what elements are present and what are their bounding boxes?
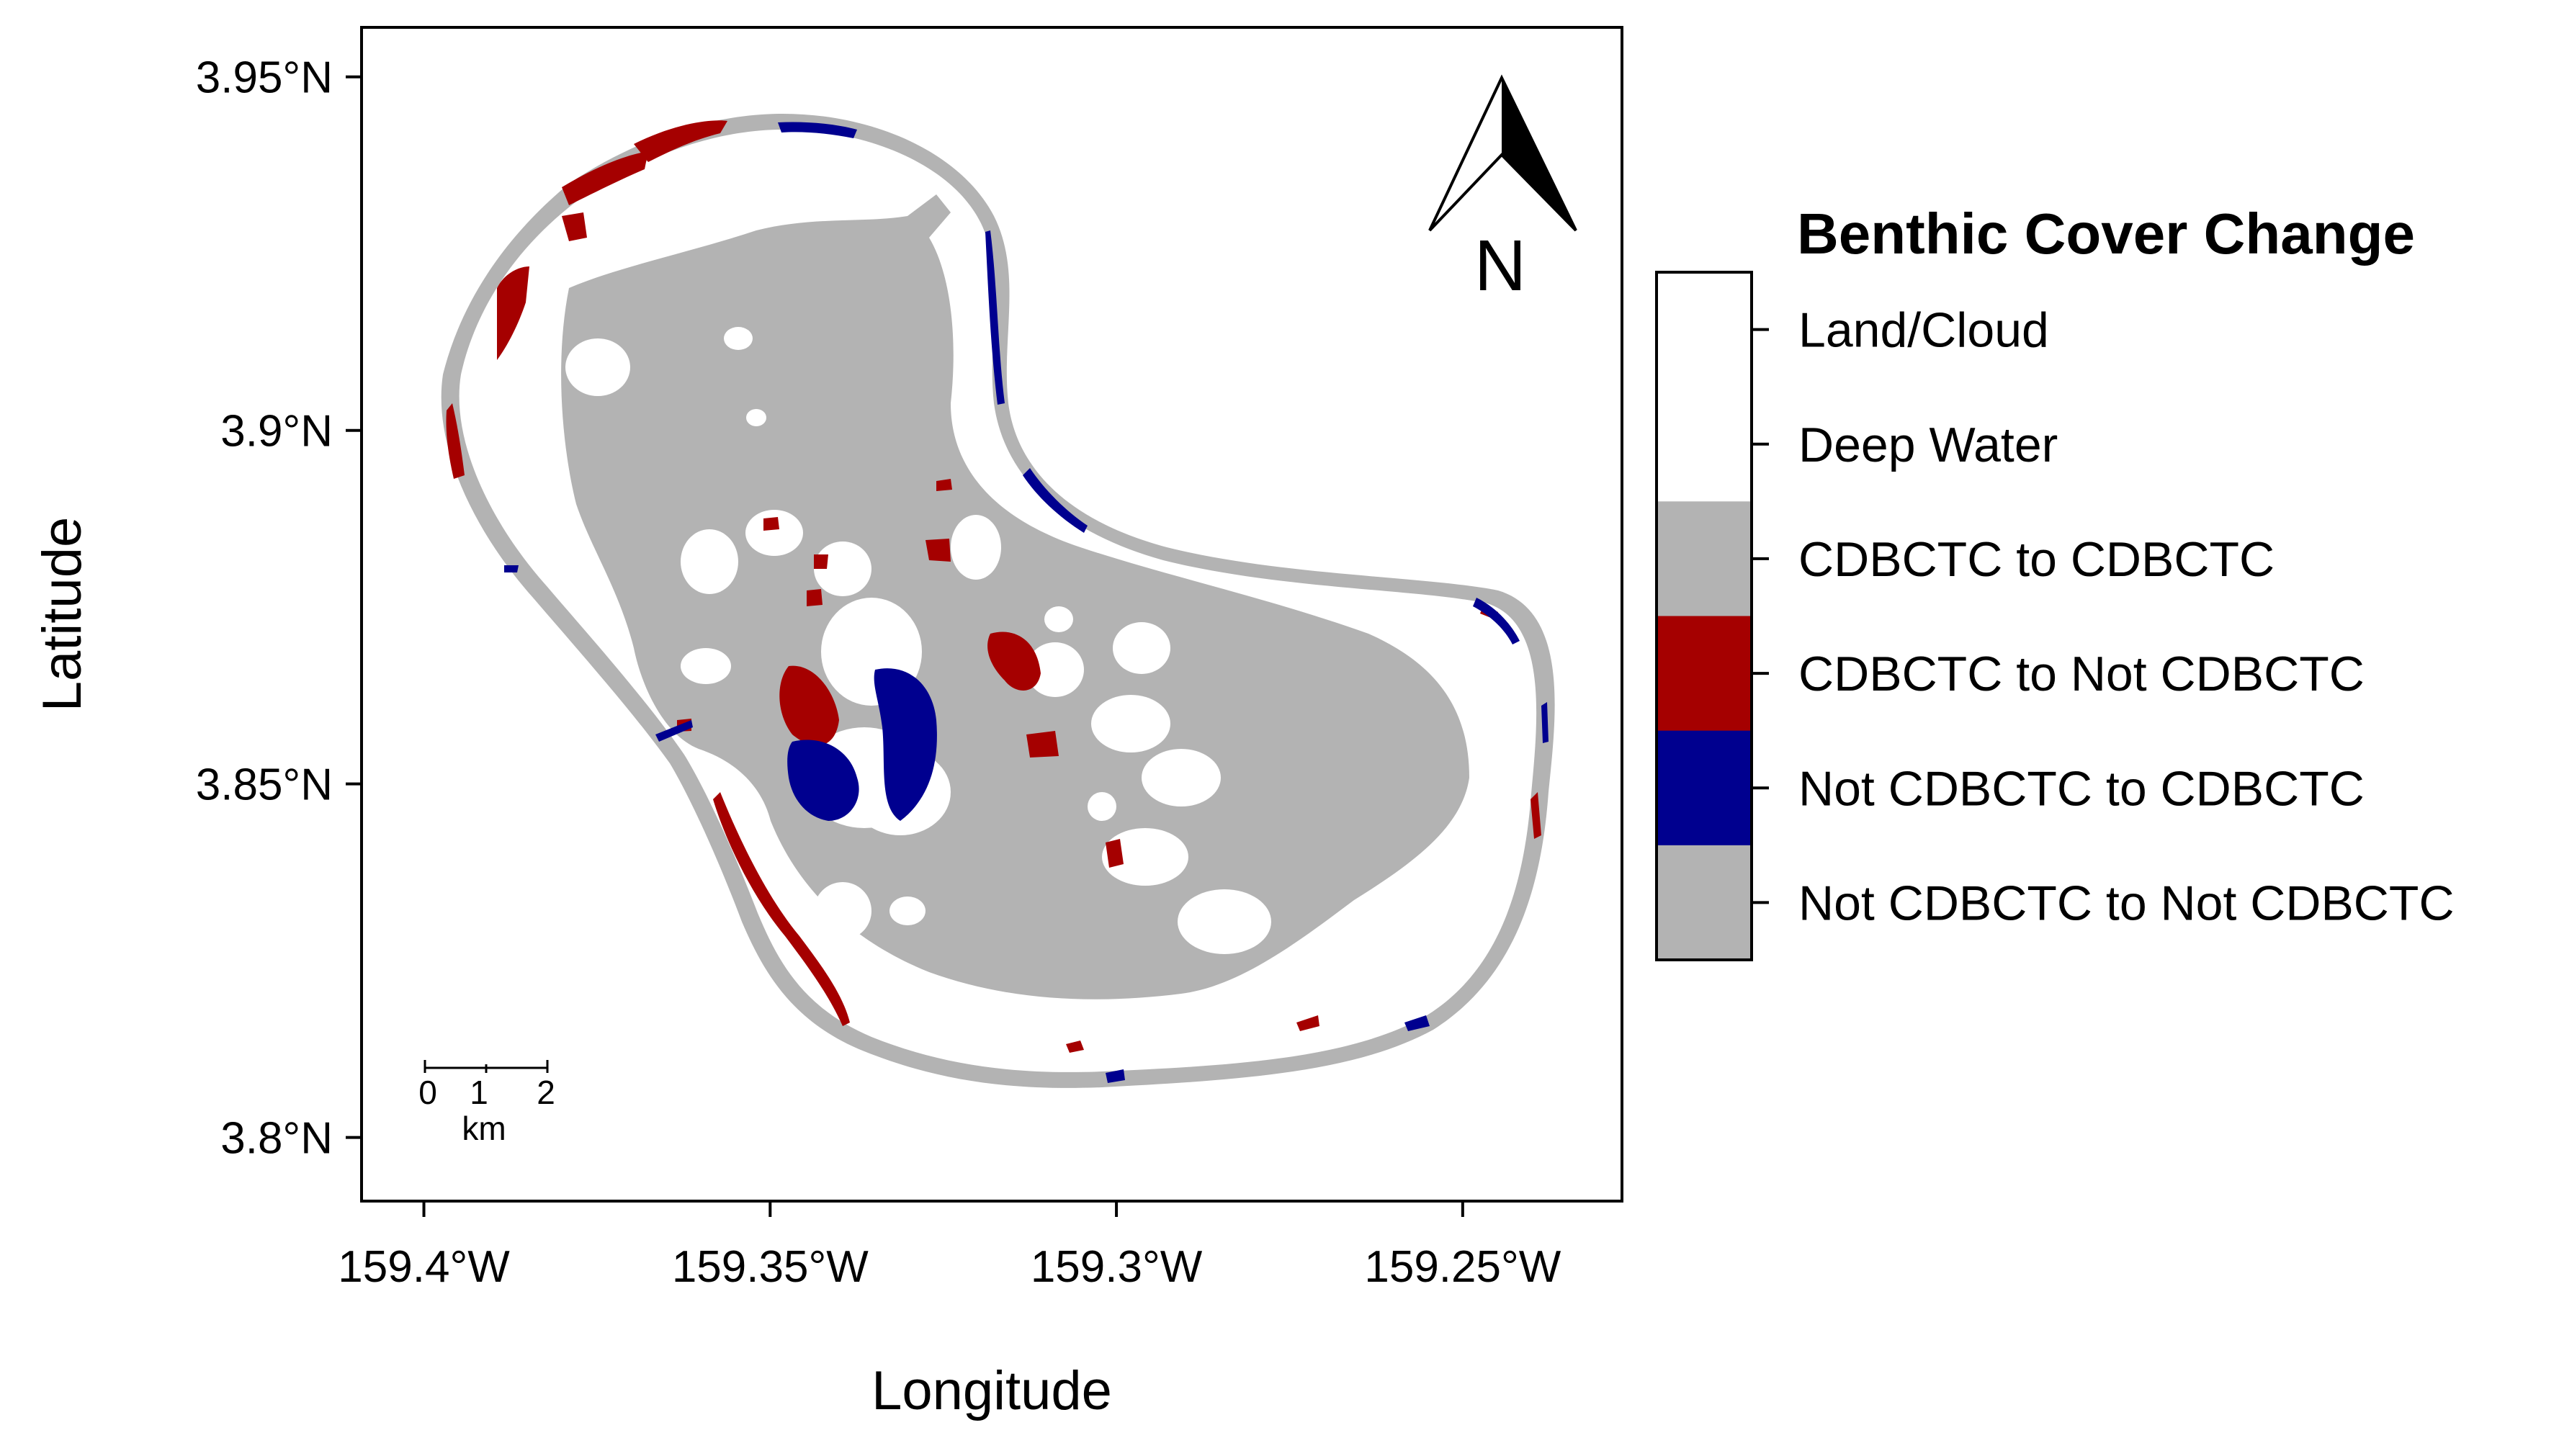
legend-label: Land/Cloud bbox=[1798, 303, 2049, 358]
legend-label: Not CDBCTC to Not CDBCTC bbox=[1798, 876, 2455, 930]
x-tick-label: 159.35°W bbox=[672, 1242, 869, 1292]
legend-labels: Land/Cloud Deep Water CDBCTC to CDBCTC CDBC… bbox=[1752, 303, 2455, 930]
legend-swatch bbox=[1657, 272, 1752, 387]
legend-label: CDBCTC to Not CDBCTC bbox=[1798, 647, 2365, 701]
legend-label: Not CDBCTC to CDBCTC bbox=[1798, 761, 2365, 816]
north-label: N bbox=[1474, 225, 1526, 306]
legend-frame bbox=[1655, 271, 1753, 961]
legend-swatch bbox=[1657, 387, 1752, 502]
x-tick-label: 159.4°W bbox=[338, 1242, 510, 1292]
y-tick-label: 3.85°N bbox=[196, 760, 333, 810]
scale-unit: km bbox=[462, 1110, 506, 1147]
legend-label: Deep Water bbox=[1798, 418, 2058, 472]
legend: Benthic Cover Change Land/Cloud Deep Wate… bbox=[1655, 202, 2455, 961]
y-axis-title: Latitude bbox=[32, 517, 93, 711]
x-axis-title: Longitude bbox=[871, 1360, 1112, 1421]
legend-swatch bbox=[1657, 730, 1752, 846]
scale-tick-0: 0 bbox=[418, 1074, 437, 1111]
y-tick-label: 3.95°N bbox=[196, 53, 333, 103]
x-tick-label: 159.25°W bbox=[1364, 1242, 1561, 1292]
legend-swatch bbox=[1657, 616, 1752, 732]
x-axis: 159.4°W 159.35°W 159.3°W 159.25°W bbox=[338, 1200, 1561, 1292]
loss-patches bbox=[446, 120, 1541, 1053]
legend-swatch bbox=[1657, 501, 1752, 616]
y-tick-label: 3.9°N bbox=[220, 407, 333, 457]
legend-label: CDBCTC to CDBCTC bbox=[1798, 532, 2275, 587]
scale-bar: 0 1 2 km bbox=[418, 1060, 555, 1147]
scale-tick-1: 1 bbox=[470, 1074, 488, 1111]
lagoon-stable bbox=[561, 194, 1469, 999]
north-arrow: N bbox=[1428, 74, 1577, 306]
y-axis: 3.95°N 3.9°N 3.85°N 3.8°N bbox=[196, 53, 363, 1164]
x-tick-label: 159.3°W bbox=[1031, 1242, 1203, 1292]
scale-tick-2: 2 bbox=[537, 1074, 555, 1111]
legend-title: Benthic Cover Change bbox=[1797, 202, 2415, 266]
north-arrow-dark-half bbox=[1502, 78, 1576, 230]
y-tick-label: 3.8°N bbox=[220, 1114, 333, 1164]
map-panel bbox=[360, 26, 1623, 1203]
legend-swatches bbox=[1657, 272, 1752, 961]
gain-patches bbox=[504, 122, 1549, 1083]
legend-swatch bbox=[1657, 845, 1752, 961]
